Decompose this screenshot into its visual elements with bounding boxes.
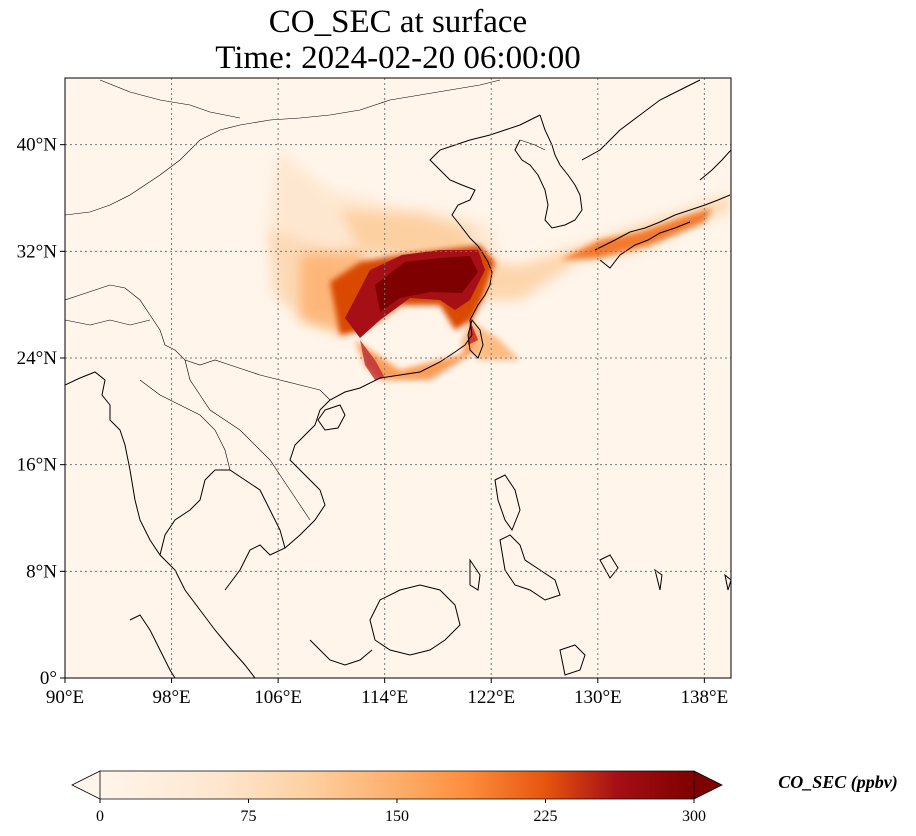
latitude-tick-label: 24°N — [17, 348, 58, 369]
colorbar-tick-label: 150 — [385, 808, 409, 825]
longitude-tick-label: 106°E — [254, 687, 302, 708]
longitude-tick-labels: 90°E 98°E 106°E 114°E 122°E 130°E 138°E — [46, 678, 728, 708]
coastlines — [65, 79, 731, 678]
map-title: CO_SEC at surface — [268, 4, 528, 40]
latitude-tick-label: 16°N — [17, 455, 58, 476]
longitude-tick-label: 90°E — [46, 687, 84, 708]
map-panel — [65, 78, 731, 678]
longitude-tick-label: 114°E — [361, 687, 408, 708]
colorbar-tick-label: 300 — [682, 808, 706, 825]
colorbar-gradient — [100, 771, 694, 799]
country-borders — [65, 79, 546, 521]
longitude-tick-label: 138°E — [681, 687, 729, 708]
colorbar-extend-min — [71, 770, 101, 800]
colorbar-tick-label: 225 — [534, 808, 558, 825]
latitude-tick-labels: 0° 8°N 16°N 24°N 32°N 40°N — [17, 135, 65, 689]
colorbar-label: CO_SEC (ppbv) — [778, 772, 898, 793]
map-frame — [64, 77, 732, 679]
graticule-gridlines — [65, 78, 731, 678]
latitude-tick-label: 32°N — [17, 241, 58, 262]
latitude-tick-label: 8°N — [26, 561, 57, 582]
latitude-tick-label: 40°N — [17, 135, 58, 156]
colorbar-tick-label: 0 — [96, 808, 104, 825]
latitude-tick-label: 0° — [40, 668, 57, 689]
co-concentration-field — [268, 150, 730, 380]
colorbar-ticks: 0 75 150 225 300 — [96, 799, 706, 825]
colorbar: 0 75 150 225 300 CO_SEC (ppbv) — [71, 770, 898, 825]
colorbar-tick-label: 75 — [241, 808, 257, 825]
longitude-tick-label: 122°E — [467, 687, 515, 708]
longitude-tick-label: 98°E — [152, 687, 190, 708]
map-time-subtitle: Time: 2024-02-20 06:00:00 — [215, 40, 581, 76]
longitude-tick-label: 130°E — [574, 687, 622, 708]
colorbar-extend-max — [693, 770, 723, 800]
